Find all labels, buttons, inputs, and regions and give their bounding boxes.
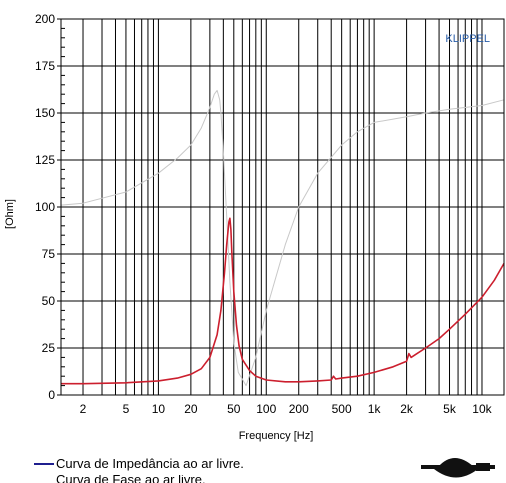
series-group [60,89,505,387]
x-tick-label: 200 [289,402,309,416]
legend-item-impedance: Curva de Impedância ao ar livre. [34,456,244,471]
legend-swatch-impedance [34,462,54,465]
legend-label-phase: Curva de Fase ao ar livre. [56,475,206,483]
y-tick-label: 150 [35,106,55,120]
y-tick-label: 125 [35,153,55,167]
series-line-phase [60,89,505,387]
grid [61,18,504,396]
x-tick-label: 5k [443,402,457,416]
x-tick-label: 10k [472,402,492,416]
x-tick-label: 500 [332,402,352,416]
legend-swatch-phase [34,478,54,480]
y-tick-label: 200 [35,12,55,26]
y-tick-label: 50 [42,294,56,308]
legend-label-impedance: Curva de Impedância ao ar livre. [56,456,244,471]
series-line-impedance [61,217,505,385]
y-tick-label: 75 [42,247,56,261]
x-tick-label: 20 [184,402,198,416]
klippel-logo-icon [421,458,495,478]
x-tick-label: 1k [368,402,382,416]
y-tick-label: 25 [42,341,56,355]
y-ticks: 0 25 50 75 100 125 150 175 200 [35,12,61,402]
y-tick-label: 175 [35,59,55,73]
x-tick-label: 2 [80,402,87,416]
x-tick-label: 5 [123,402,130,416]
plot-frame [60,18,505,396]
y-tick-label: 100 [35,200,55,214]
x-ticks: 2 5 10 20 50 100 200 500 1k 2k 5k 10k [80,402,493,416]
y-tick-label: 0 [48,388,55,402]
x-tick-label: 100 [256,402,276,416]
x-axis-title: Frequency [Hz] [239,430,314,442]
x-tick-label: 2k [400,402,414,416]
x-tick-label: 50 [227,402,241,416]
x-tick-label: 10 [152,402,166,416]
legend-item-phase: Curva de Fase ao ar livre. [34,475,206,483]
y-axis-title: [Ohm] [4,199,16,229]
watermark: KLIPPEL [445,33,490,45]
